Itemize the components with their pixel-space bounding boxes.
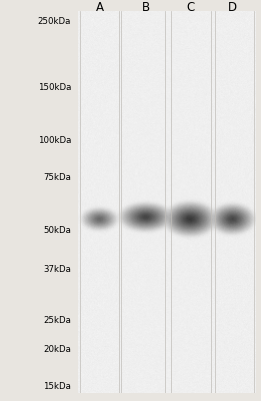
Text: 75kDa: 75kDa [43, 173, 71, 182]
FancyBboxPatch shape [211, 12, 254, 393]
Text: 20kDa: 20kDa [43, 344, 71, 352]
Text: B: B [142, 1, 150, 14]
Text: C: C [186, 1, 194, 14]
Text: 37kDa: 37kDa [43, 264, 71, 273]
Text: D: D [228, 1, 237, 14]
Text: 50kDa: 50kDa [43, 225, 71, 234]
Text: 25kDa: 25kDa [43, 315, 71, 324]
Text: 100kDa: 100kDa [38, 136, 71, 144]
Text: 250kDa: 250kDa [38, 17, 71, 26]
Text: A: A [96, 1, 104, 14]
FancyBboxPatch shape [121, 12, 171, 393]
Text: 15kDa: 15kDa [43, 381, 71, 390]
Text: 150kDa: 150kDa [38, 83, 71, 92]
FancyBboxPatch shape [165, 12, 215, 393]
FancyBboxPatch shape [80, 12, 119, 393]
